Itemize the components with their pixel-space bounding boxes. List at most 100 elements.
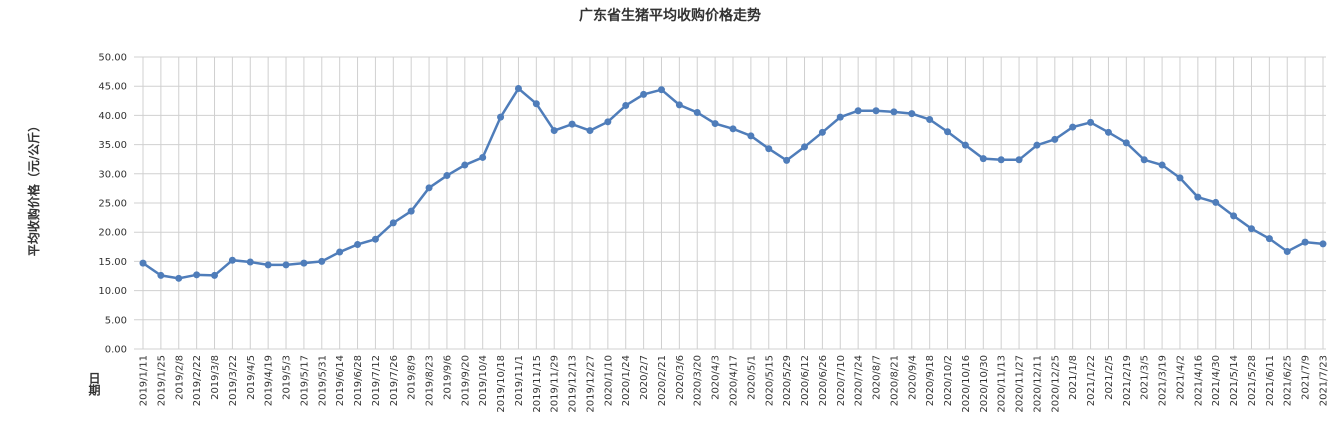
point: [443, 172, 451, 180]
point: [604, 118, 612, 126]
point: [979, 155, 987, 163]
x-tick-label: 2021/2/19: [1122, 355, 1133, 406]
x-tick-label: 2021/5/14: [1229, 355, 1240, 406]
point: [1176, 174, 1184, 182]
point: [514, 85, 522, 93]
x-tick-label: 2020/6/26: [818, 355, 829, 406]
x-tick-label: 2020/9/18: [925, 355, 936, 406]
x-tick-label: 2020/3/20: [693, 355, 704, 406]
x-tick-label: 2020/8/7: [872, 355, 883, 400]
x-tick-label: 2019/6/28: [353, 355, 364, 406]
x-tick-label: 2019/10/18: [496, 355, 507, 413]
point: [872, 107, 880, 115]
point: [1158, 161, 1166, 169]
x-tick-label: 2020/12/11: [1032, 355, 1043, 413]
point: [997, 156, 1005, 164]
point: [961, 141, 969, 149]
x-tick-label: 2021/3/19: [1158, 355, 1169, 406]
x-tick-label: 2020/6/12: [800, 355, 811, 406]
y-tick-label: 30.00: [98, 169, 127, 180]
point: [1247, 225, 1255, 233]
x-tick-label: 2019/10/4: [478, 355, 489, 406]
x-tick-label: 2019/3/22: [228, 355, 239, 406]
x-tick-label: 2020/10/30: [979, 355, 990, 413]
x-tick-label: 2021/7/9: [1301, 355, 1312, 400]
x-tick-label: 2020/1/10: [603, 355, 614, 406]
x-tick-label: 2020/10/16: [961, 355, 972, 413]
point: [157, 271, 165, 279]
y-tick-label: 25.00: [98, 199, 127, 210]
x-tick-label: 2020/3/6: [675, 355, 686, 400]
x-tick-label: 2020/5/29: [782, 355, 793, 406]
x-tick-label: 2020/5/1: [746, 355, 757, 400]
point: [568, 120, 576, 128]
y-tick-label: 10.00: [98, 286, 127, 297]
point: [1194, 193, 1202, 201]
point: [1265, 235, 1273, 243]
point: [300, 259, 308, 267]
point: [425, 184, 433, 192]
point: [228, 256, 236, 264]
x-tick-label: 2020/12/25: [1050, 355, 1061, 413]
point: [1283, 247, 1291, 255]
x-tick-label: 2020/1/24: [621, 355, 632, 406]
point: [836, 113, 844, 121]
x-tick-label: 2019/5/17: [299, 355, 310, 406]
point: [675, 101, 683, 109]
x-tick-label: 2021/1/22: [1086, 355, 1097, 406]
x-tick-label: 2021/6/25: [1283, 355, 1294, 406]
x-tick-label: 2019/2/8: [174, 355, 185, 400]
point: [890, 108, 898, 116]
x-tick-label: 2019/7/12: [371, 355, 382, 406]
point: [550, 127, 558, 135]
point: [532, 100, 540, 108]
x-tick-label: 2020/2/21: [657, 355, 668, 406]
x-tick-label: 2019/7/26: [389, 355, 400, 406]
y-tick-label: 45.00: [98, 82, 127, 93]
x-tick-label: 2020/4/17: [729, 355, 740, 406]
point: [1212, 198, 1220, 206]
x-tick-label: 2019/8/23: [425, 355, 436, 406]
x-tick-label: 2019/6/14: [335, 355, 346, 406]
point: [747, 132, 755, 140]
point: [1104, 128, 1112, 136]
point: [264, 261, 272, 269]
point: [1033, 141, 1041, 149]
x-tick-label: 2020/11/27: [1015, 355, 1026, 413]
y-tick-label: 35.00: [98, 140, 127, 151]
point: [854, 107, 862, 115]
point: [783, 156, 791, 164]
point: [175, 274, 183, 282]
point: [282, 261, 290, 269]
x-tick-label: 2019/4/5: [246, 355, 257, 400]
point: [336, 248, 344, 256]
x-tick-label: 2019/9/6: [442, 355, 453, 400]
point: [1122, 139, 1130, 147]
point: [711, 120, 719, 128]
y-tick-label: 5.00: [105, 315, 127, 326]
x-tick-label: 2021/4/30: [1211, 355, 1222, 406]
point: [497, 113, 505, 121]
x-tick-label: 2019/1/25: [156, 355, 167, 406]
point: [765, 145, 773, 153]
x-tick-label: 2020/7/10: [836, 355, 847, 406]
point: [1319, 240, 1327, 248]
point: [693, 108, 701, 116]
x-tick-label: 2021/7/23: [1319, 355, 1330, 406]
x-tick-label: 2020/7/24: [854, 355, 865, 406]
x-tick-label: 2019/9/20: [460, 355, 471, 406]
point: [640, 90, 648, 98]
y-tick-label: 20.00: [98, 228, 127, 239]
point: [246, 258, 254, 266]
x-tick-label: 2019/4/19: [264, 355, 275, 406]
x-tick-label: 2019/11/1: [514, 355, 525, 406]
x-tick-label: 2021/4/2: [1175, 355, 1186, 400]
point: [354, 240, 362, 248]
point: [586, 127, 594, 135]
point: [622, 101, 630, 109]
x-tick-label: 2020/11/13: [997, 355, 1008, 413]
point: [1230, 212, 1238, 220]
x-tick-label: 2019/2/22: [192, 355, 203, 406]
chart-title: 广东省生猪平均收购价格走势: [579, 7, 761, 24]
point: [1140, 156, 1148, 164]
